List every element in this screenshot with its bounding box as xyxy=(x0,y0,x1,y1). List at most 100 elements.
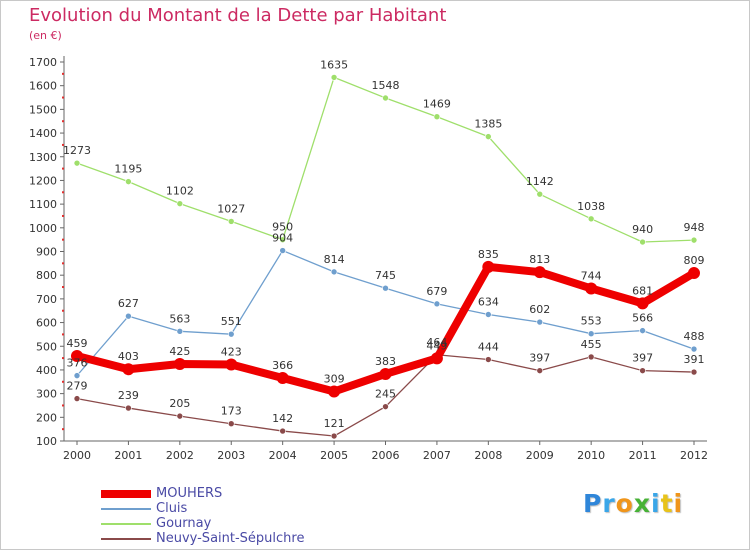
data-label: 744 xyxy=(581,269,602,282)
y-minor-tick xyxy=(62,96,64,99)
data-point xyxy=(587,215,595,223)
data-point xyxy=(379,367,392,380)
y-minor-tick xyxy=(62,286,64,289)
y-tick-label: 1300 xyxy=(29,151,57,164)
data-point xyxy=(536,190,544,198)
legend-label: MOUHERS xyxy=(156,486,223,501)
logo-letter: i xyxy=(673,489,684,518)
legend-label: Neuvy-Saint-Sépulchre xyxy=(156,531,305,546)
data-point xyxy=(122,363,135,376)
data-label: 602 xyxy=(529,303,550,316)
logo-letter: P xyxy=(583,489,603,518)
legend-item: Cluis xyxy=(101,501,187,516)
data-label: 488 xyxy=(684,330,705,343)
x-tick-label: 2006 xyxy=(372,449,400,462)
proxiti-logo: Proxiti xyxy=(583,489,683,518)
data-label: 459 xyxy=(67,337,88,350)
data-label: 423 xyxy=(221,345,242,358)
y-tick-label: 1600 xyxy=(29,80,57,93)
data-label: 1195 xyxy=(114,163,142,176)
y-minor-tick xyxy=(62,333,64,336)
y-tick-label: 200 xyxy=(36,411,57,424)
data-point xyxy=(176,412,184,420)
data-label: 835 xyxy=(478,248,499,261)
data-label: 1385 xyxy=(474,118,502,131)
data-point xyxy=(533,266,546,279)
data-label: 948 xyxy=(684,221,705,234)
data-label: 1548 xyxy=(372,79,400,92)
data-point xyxy=(430,352,443,365)
data-label: 455 xyxy=(581,338,602,351)
data-label: 309 xyxy=(324,372,345,385)
y-tick-label: 100 xyxy=(36,435,57,448)
data-point xyxy=(328,385,341,398)
data-point xyxy=(485,311,492,318)
data-point xyxy=(276,371,289,384)
data-point xyxy=(382,284,389,292)
data-point xyxy=(225,358,238,371)
x-tick-label: 2008 xyxy=(474,449,502,462)
series-line-gournay xyxy=(76,76,695,243)
data-point xyxy=(587,353,595,361)
x-tick-label: 2010 xyxy=(577,449,605,462)
data-label: 121 xyxy=(324,417,345,430)
data-point xyxy=(688,267,700,280)
legend-swatch xyxy=(101,507,151,510)
legend-item: Gournay xyxy=(101,516,211,531)
data-label: 1635 xyxy=(320,58,348,71)
data-label: 627 xyxy=(118,297,139,310)
data-point xyxy=(125,312,132,320)
y-tick-label: 1700 xyxy=(29,56,57,69)
data-point xyxy=(173,358,186,371)
data-label: 279 xyxy=(67,380,88,393)
data-point xyxy=(125,178,132,185)
data-label: 553 xyxy=(581,315,602,328)
data-point xyxy=(587,330,595,337)
data-label: 563 xyxy=(169,312,190,325)
data-label: 366 xyxy=(272,359,293,372)
data-point xyxy=(482,260,495,273)
x-tick-label: 2005 xyxy=(320,449,348,462)
legend-swatch xyxy=(101,489,151,498)
data-point xyxy=(125,404,132,412)
y-tick-label: 300 xyxy=(36,388,57,401)
data-label: 1469 xyxy=(423,98,451,111)
data-label: 464 xyxy=(426,336,447,349)
data-point xyxy=(636,297,649,310)
data-point xyxy=(536,367,544,374)
x-tick-label: 2003 xyxy=(217,449,245,462)
y-minor-tick xyxy=(62,262,64,265)
data-label: 679 xyxy=(426,285,447,298)
logo-letter: x xyxy=(633,489,651,518)
data-label: 376 xyxy=(67,357,88,370)
data-label: 814 xyxy=(324,253,345,266)
data-point xyxy=(536,318,544,326)
y-minor-tick xyxy=(62,404,64,407)
y-tick-label: 600 xyxy=(36,317,57,330)
data-label: 245 xyxy=(375,388,396,401)
data-point xyxy=(485,133,492,140)
data-label: 950 xyxy=(272,221,293,234)
logo-letter: i xyxy=(651,489,661,518)
data-point xyxy=(73,159,81,167)
x-tick-label: 2009 xyxy=(526,449,554,462)
data-label: 904 xyxy=(272,232,293,245)
data-point xyxy=(176,328,184,335)
y-tick-label: 1000 xyxy=(29,222,57,235)
data-label: 1273 xyxy=(63,144,91,157)
data-point xyxy=(330,432,338,440)
legend-label: Gournay xyxy=(156,516,212,531)
y-minor-tick xyxy=(62,238,64,241)
data-point xyxy=(639,367,646,374)
data-label: 142 xyxy=(272,412,293,425)
logo-letter: o xyxy=(615,489,634,518)
chart-title: Evolution du Montant de la Dette par Hab… xyxy=(29,5,447,26)
data-label: 403 xyxy=(118,350,139,363)
data-point xyxy=(227,420,235,428)
logo-letter: r xyxy=(602,489,616,518)
data-point xyxy=(279,427,286,435)
data-point xyxy=(585,282,598,295)
data-label: 397 xyxy=(529,352,550,365)
